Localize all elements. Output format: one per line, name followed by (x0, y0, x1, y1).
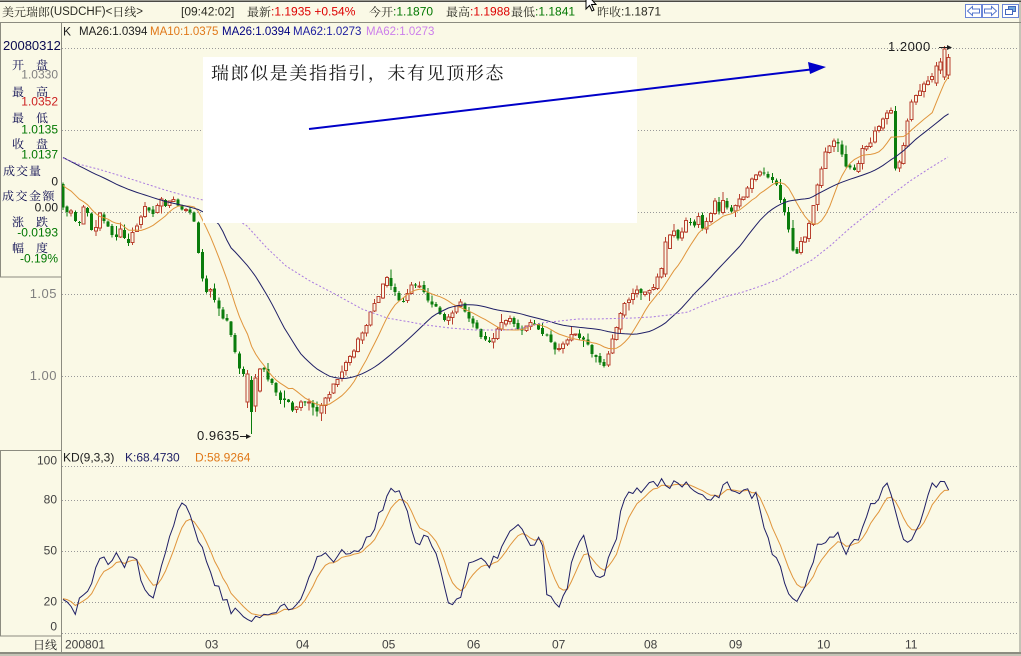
svg-text:KD(9,3,3): KD(9,3,3) (63, 450, 114, 464)
svg-text:11: 11 (905, 637, 918, 651)
svg-text::1.1871: :1.1871 (621, 4, 661, 18)
svg-text:20: 20 (44, 594, 58, 608)
svg-text:1.2000: 1.2000 (888, 39, 931, 54)
svg-text:09: 09 (729, 637, 743, 651)
svg-text:>: > (136, 6, 143, 18)
svg-text:1.00: 1.00 (30, 368, 57, 383)
svg-text::1.1935 +0.54%: :1.1935 +0.54% (271, 4, 356, 18)
svg-text:08: 08 (644, 637, 658, 651)
svg-text:MA62:1.0273: MA62:1.0273 (293, 26, 361, 38)
svg-text:1.0352: 1.0352 (21, 94, 58, 108)
svg-text:1.05: 1.05 (30, 286, 57, 301)
svg-text:04: 04 (296, 637, 310, 651)
svg-text:50: 50 (44, 543, 58, 557)
svg-text:03: 03 (205, 637, 219, 651)
svg-text:1.0137: 1.0137 (21, 147, 58, 161)
svg-text:0: 0 (51, 174, 58, 188)
svg-text:80: 80 (44, 492, 58, 506)
svg-text::1.1841: :1.1841 (535, 4, 575, 18)
svg-text:10: 10 (817, 637, 831, 651)
svg-text:100: 100 (37, 453, 57, 467)
svg-text:-0.0193: -0.0193 (17, 225, 58, 239)
svg-text:20080312: 20080312 (3, 38, 61, 53)
svg-text::1.1988: :1.1988 (470, 4, 510, 18)
svg-text:MA26:1.0394: MA26:1.0394 (79, 26, 148, 38)
svg-text:[09:42:02]: [09:42:02] (181, 4, 234, 18)
svg-text::1.1870: :1.1870 (393, 4, 433, 18)
svg-text:1.0330: 1.0330 (21, 67, 58, 81)
svg-text:0: 0 (50, 619, 57, 633)
svg-text:200801: 200801 (65, 637, 105, 651)
svg-text:05: 05 (382, 637, 396, 651)
svg-text:MA26:1.0394: MA26:1.0394 (222, 26, 291, 38)
svg-text:K:68.4730: K:68.4730 (125, 450, 180, 464)
svg-text:-0.19%: -0.19% (20, 251, 58, 265)
svg-text:MA10:1.0375: MA10:1.0375 (150, 26, 218, 38)
svg-text:K: K (63, 24, 71, 38)
svg-text:MA62:1.0273: MA62:1.0273 (366, 26, 434, 38)
svg-text:0.00: 0.00 (35, 200, 59, 214)
svg-text:0.9635: 0.9635 (197, 428, 240, 443)
svg-text:1.0135: 1.0135 (21, 122, 58, 136)
svg-text:D:58.9264: D:58.9264 (195, 450, 251, 464)
svg-text:06: 06 (467, 637, 481, 651)
svg-text:07: 07 (552, 637, 566, 651)
svg-text:(USDCHF)<: (USDCHF)< (50, 6, 113, 18)
